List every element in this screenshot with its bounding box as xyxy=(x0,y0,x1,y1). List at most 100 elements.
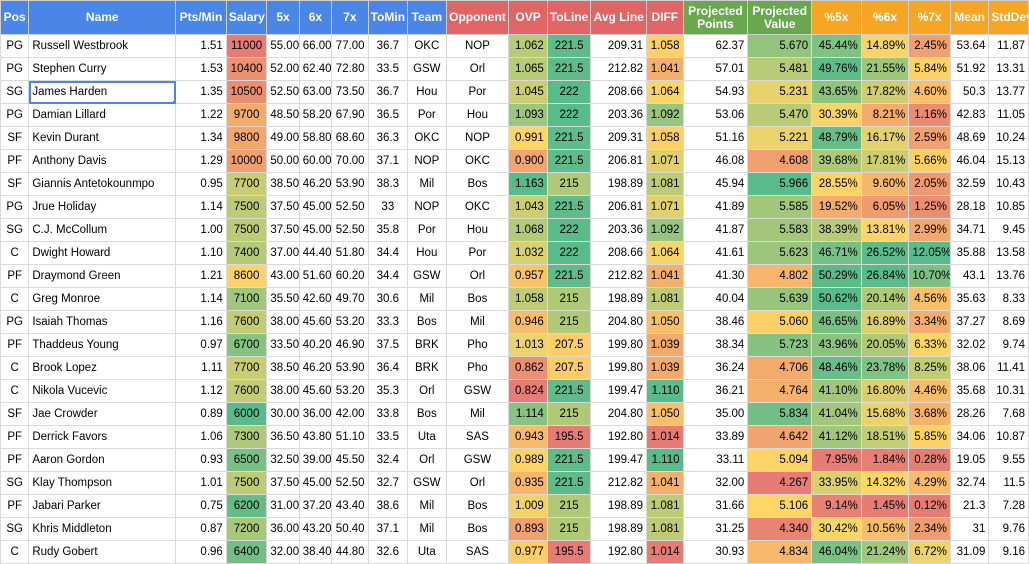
cell-x7[interactable]: 53.20 xyxy=(331,379,369,403)
cell-mean[interactable]: 32.59 xyxy=(949,172,990,196)
column-header-diff[interactable]: DIFF xyxy=(646,0,684,35)
cell-avgline[interactable]: 199.80 xyxy=(590,356,648,380)
cell-ptsmin[interactable]: 0.93 xyxy=(175,448,227,472)
cell-x5[interactable]: 37.50 xyxy=(266,218,300,242)
cell-avgline[interactable]: 208.66 xyxy=(590,80,648,104)
cell-p6[interactable]: 23.78% xyxy=(860,356,910,380)
cell-projval[interactable]: 4.267 xyxy=(747,471,813,495)
cell-ovp[interactable]: 0.893 xyxy=(508,517,548,541)
cell-pos[interactable]: PG xyxy=(0,34,30,58)
cell-avgline[interactable]: 198.89 xyxy=(590,494,648,518)
cell-team[interactable]: Hou xyxy=(407,241,447,265)
cell-pos[interactable]: PF xyxy=(0,264,30,288)
cell-projpts[interactable]: 41.61 xyxy=(682,241,749,265)
cell-name[interactable]: Khris Middleton xyxy=(28,517,177,541)
cell-sd[interactable]: 10.87 xyxy=(988,425,1029,449)
column-header-projval[interactable]: Projected Value xyxy=(747,0,813,35)
cell-ptsmin[interactable]: 1.53 xyxy=(175,57,227,81)
column-header-pos[interactable]: Pos xyxy=(0,0,30,35)
cell-avgline[interactable]: 199.47 xyxy=(590,448,648,472)
cell-p6[interactable]: 26.84% xyxy=(860,264,910,288)
cell-toline[interactable]: 221.5 xyxy=(546,379,592,403)
cell-p5[interactable]: 43.65% xyxy=(811,80,862,104)
cell-ovp[interactable]: 1.009 xyxy=(508,494,548,518)
cell-toline[interactable]: 221.5 xyxy=(546,57,592,81)
cell-projval[interactable]: 5.639 xyxy=(747,287,813,311)
cell-pos[interactable]: SF xyxy=(0,402,30,426)
cell-opp[interactable]: OKC xyxy=(445,195,510,219)
cell-p6[interactable]: 14.89% xyxy=(860,34,910,58)
cell-projval[interactable]: 4.802 xyxy=(747,264,813,288)
cell-toline[interactable]: 215 xyxy=(546,310,592,334)
cell-pos[interactable]: C xyxy=(0,379,30,403)
cell-toline[interactable]: 221.5 xyxy=(546,195,592,219)
column-header-avgline[interactable]: Avg Line xyxy=(590,0,648,35)
cell-team[interactable]: NOP xyxy=(407,195,447,219)
cell-toline[interactable]: 207.5 xyxy=(546,333,592,357)
cell-x7[interactable]: 53.20 xyxy=(331,310,369,334)
cell-tomin[interactable]: 36.5 xyxy=(367,103,409,127)
cell-mean[interactable]: 37.27 xyxy=(949,310,990,334)
cell-mean[interactable]: 34.71 xyxy=(949,218,990,242)
cell-p7[interactable]: 2.05% xyxy=(908,172,951,196)
cell-team[interactable]: GSW xyxy=(407,57,447,81)
cell-team[interactable]: Hou xyxy=(407,80,447,104)
cell-projval[interactable]: 5.231 xyxy=(747,80,813,104)
cell-p6[interactable]: 6.05% xyxy=(860,195,910,219)
cell-ovp[interactable]: 0.989 xyxy=(508,448,548,472)
cell-sd[interactable]: 15.13 xyxy=(988,149,1029,173)
cell-salary[interactable]: 9700 xyxy=(225,103,268,127)
cell-ovp[interactable]: 0.824 xyxy=(508,379,548,403)
cell-p5[interactable]: 19.52% xyxy=(811,195,862,219)
cell-p7[interactable]: 3.34% xyxy=(908,310,951,334)
cell-avgline[interactable]: 203.36 xyxy=(590,103,648,127)
cell-projval[interactable]: 5.623 xyxy=(747,241,813,265)
cell-x6[interactable]: 38.40 xyxy=(298,540,333,564)
cell-pos[interactable]: SG xyxy=(0,218,30,242)
cell-team[interactable]: Orl xyxy=(407,379,447,403)
cell-name[interactable]: Dwight Howard xyxy=(28,241,177,265)
cell-diff[interactable]: 1.081 xyxy=(646,494,684,518)
cell-p7[interactable]: 6.72% xyxy=(908,540,951,564)
cell-tomin[interactable]: 35.3 xyxy=(367,379,409,403)
column-header-p5[interactable]: %5x xyxy=(811,0,862,35)
cell-p5[interactable]: 48.46% xyxy=(811,356,862,380)
cell-projval[interactable]: 5.834 xyxy=(747,402,813,426)
cell-salary[interactable]: 7600 xyxy=(225,379,268,403)
cell-diff[interactable]: 1.081 xyxy=(646,172,684,196)
cell-opp[interactable]: Mil xyxy=(445,310,510,334)
cell-avgline[interactable]: 198.89 xyxy=(590,287,648,311)
cell-x5[interactable]: 38.00 xyxy=(266,310,300,334)
cell-projpts[interactable]: 54.93 xyxy=(682,80,749,104)
cell-salary[interactable]: 6400 xyxy=(225,540,268,564)
cell-opp[interactable]: NOP xyxy=(445,34,510,58)
cell-sd[interactable]: 11.05 xyxy=(988,103,1029,127)
cell-avgline[interactable]: 203.36 xyxy=(590,218,648,242)
cell-team[interactable]: GSW xyxy=(407,264,447,288)
cell-x7[interactable]: 52.50 xyxy=(331,195,369,219)
cell-toline[interactable]: 195.5 xyxy=(546,540,592,564)
cell-tomin[interactable]: 32.7 xyxy=(367,471,409,495)
cell-p6[interactable]: 8.21% xyxy=(860,103,910,127)
cell-salary[interactable]: 6200 xyxy=(225,494,268,518)
cell-p6[interactable]: 16.80% xyxy=(860,379,910,403)
cell-avgline[interactable]: 199.47 xyxy=(590,379,648,403)
cell-ovp[interactable]: 0.943 xyxy=(508,425,548,449)
cell-opp[interactable]: Bos xyxy=(445,172,510,196)
cell-sd[interactable]: 11.41 xyxy=(988,356,1029,380)
cell-x7[interactable]: 52.50 xyxy=(331,218,369,242)
cell-x7[interactable]: 43.40 xyxy=(331,494,369,518)
cell-avgline[interactable]: 192.80 xyxy=(590,425,648,449)
cell-team[interactable]: Mil xyxy=(407,172,447,196)
cell-ovp[interactable]: 0.957 xyxy=(508,264,548,288)
cell-salary[interactable]: 9800 xyxy=(225,126,268,150)
cell-salary[interactable]: 7700 xyxy=(225,356,268,380)
cell-ptsmin[interactable]: 1.16 xyxy=(175,310,227,334)
cell-p7[interactable]: 5.84% xyxy=(908,57,951,81)
cell-p7[interactable]: 1.25% xyxy=(908,195,951,219)
cell-x6[interactable]: 51.60 xyxy=(298,264,333,288)
cell-x7[interactable]: 73.50 xyxy=(331,80,369,104)
cell-opp[interactable]: Por xyxy=(445,80,510,104)
cell-ptsmin[interactable]: 1.01 xyxy=(175,471,227,495)
cell-tomin[interactable]: 36.3 xyxy=(367,126,409,150)
